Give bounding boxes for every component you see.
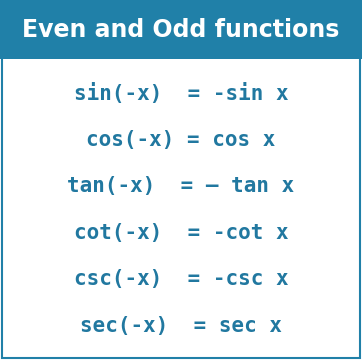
Bar (0, 0, 362, 59)
Text: cot(-x)  = -cot x: cot(-x) = -cot x (74, 223, 288, 243)
Text: Even and Odd functions: Even and Odd functions (22, 18, 340, 42)
Text: sin(-x)  = -sin x: sin(-x) = -sin x (74, 83, 288, 104)
Text: sec(-x)  = sec x: sec(-x) = sec x (80, 316, 282, 336)
Text: cos(-x) = cos x: cos(-x) = cos x (86, 130, 276, 150)
Text: tan(-x)  = – tan x: tan(-x) = – tan x (67, 176, 295, 197)
Text: csc(-x)  = -csc x: csc(-x) = -csc x (74, 269, 288, 289)
